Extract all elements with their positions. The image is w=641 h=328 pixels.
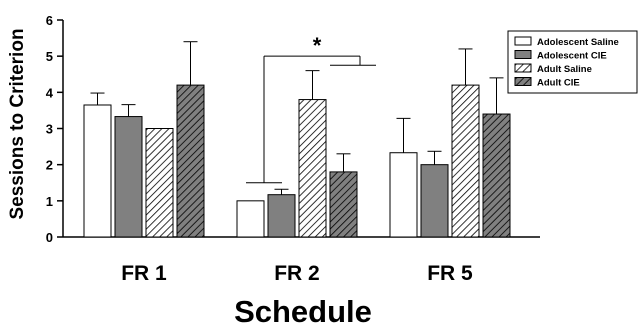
significance-asterisk: *: [313, 33, 322, 58]
bar: [176, 84, 205, 238]
x-axis-label: Schedule: [234, 294, 372, 328]
bar: [451, 84, 480, 238]
y-tick-label: 0: [46, 230, 53, 245]
bars: [83, 84, 511, 238]
y-axis-label: Sessions to Criterion: [7, 28, 28, 219]
bar: [298, 99, 327, 238]
bar: [83, 104, 112, 238]
legend-swatch: [514, 36, 532, 46]
y-ticks: 0 1 2 3 4 5 6: [46, 13, 63, 245]
y-tick-label: 1: [46, 194, 53, 209]
y-tick-label: 6: [46, 13, 53, 28]
legend-label: Adolescent CIE: [537, 51, 607, 62]
x-tick-label: FR 1: [121, 262, 167, 285]
error-bars: [90, 41, 504, 195]
y-tick-label: 2: [46, 158, 53, 173]
bar: [482, 113, 511, 238]
legend-label: Adult Saline: [537, 64, 592, 75]
y-tick-label: 3: [46, 122, 53, 137]
bar: [389, 152, 418, 238]
bar: [420, 164, 449, 238]
legend-swatch: [514, 63, 532, 73]
legend-swatch: [514, 77, 532, 86]
y-tick-label: 5: [46, 49, 53, 64]
bar: [236, 200, 265, 238]
legend-label: Adolescent Saline: [537, 37, 619, 48]
x-tick-label: FR 5: [427, 262, 473, 285]
legend: Adolescent Saline Adolescent CIE Adult Sal…: [507, 30, 638, 94]
legend-label: Adult CIE: [537, 78, 580, 89]
x-tick-label: FR 2: [274, 262, 320, 285]
y-tick-label: 4: [46, 85, 54, 100]
legend-swatch: [514, 50, 532, 59]
bar: [329, 171, 358, 238]
bar: [114, 116, 143, 238]
bar: [145, 128, 174, 238]
bar: [267, 194, 296, 238]
significance-annotation: *: [246, 33, 376, 184]
x-tick-labels: FR 1 FR 2 FR 5: [121, 262, 473, 285]
